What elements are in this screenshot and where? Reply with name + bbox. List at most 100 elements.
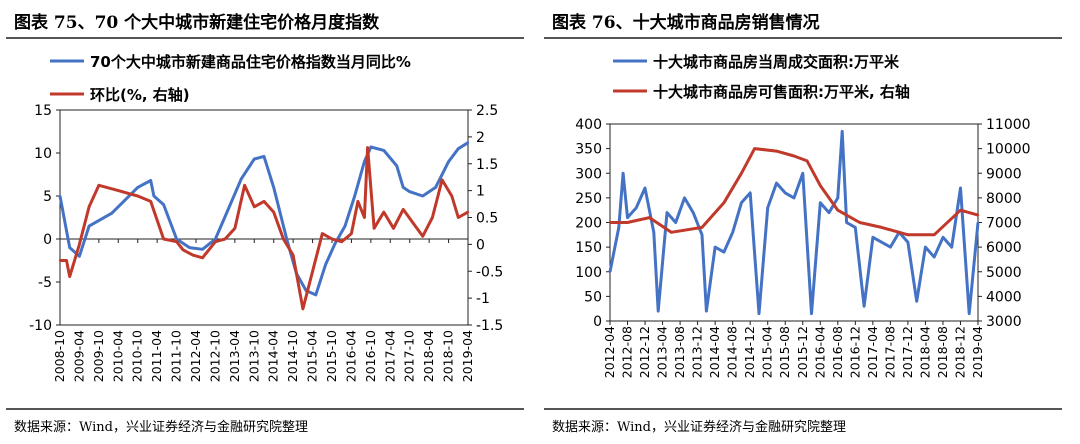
series-2-point xyxy=(411,221,415,225)
series-1-point xyxy=(408,190,411,193)
series-1-point xyxy=(123,199,127,202)
series-2-point xyxy=(340,240,343,243)
y-right-tick-label: 7000 xyxy=(986,216,1022,232)
series-1-point xyxy=(272,186,275,189)
series-2-point xyxy=(175,240,178,243)
series-1-point xyxy=(136,186,139,189)
y-right-tick-label: 0.5 xyxy=(476,211,498,227)
y-right-tick-label: 3000 xyxy=(986,314,1022,330)
series-1-point xyxy=(757,312,761,315)
x-tick-label: 2013-08 xyxy=(672,326,687,378)
series-2-point xyxy=(792,154,796,158)
legend-label-1: 十大城市商品房当周成交面积:万平米 xyxy=(653,53,900,71)
series-1-point xyxy=(395,164,398,168)
series-1-point xyxy=(617,226,620,229)
series-1-point xyxy=(784,191,787,195)
x-tick-label: 2015-04 xyxy=(305,330,320,382)
x-tick-label: 2010-04 xyxy=(110,330,125,382)
y-left-tick-label: 400 xyxy=(575,117,602,133)
series-1-point xyxy=(700,233,704,236)
series-2-point xyxy=(805,159,809,163)
series-2-point xyxy=(321,232,324,235)
x-tick-label: 2010-10 xyxy=(130,330,145,382)
series-1-point xyxy=(324,263,327,266)
x-tick-label: 2008-10 xyxy=(52,330,67,382)
left-source-divider xyxy=(6,408,524,410)
series-2-point xyxy=(976,213,980,217)
series-2-point xyxy=(858,221,861,224)
right-source-divider xyxy=(544,408,1062,410)
x-tick-label: 2012-10 xyxy=(207,330,222,382)
y-left-tick-label: 250 xyxy=(575,191,602,207)
y-right-tick-label: 10000 xyxy=(986,142,1031,158)
x-tick-label: 2015-12 xyxy=(795,326,810,378)
series-1-point xyxy=(78,255,81,258)
series-1-point xyxy=(933,255,936,259)
series-2-point xyxy=(136,194,139,198)
series-1-point xyxy=(976,221,980,224)
y-left-tick-label: -10 xyxy=(29,318,52,334)
series-1-point xyxy=(740,201,743,204)
series-1-point xyxy=(880,241,883,244)
series-2-point xyxy=(201,256,204,259)
series-2-point xyxy=(819,184,822,187)
series-2-point xyxy=(291,253,295,257)
series-1-point xyxy=(862,305,866,308)
series-1-point xyxy=(343,224,347,228)
series-line-1 xyxy=(608,129,980,316)
x-tick-label: 2016-08 xyxy=(830,326,845,378)
series-1-point xyxy=(152,194,156,198)
series-1-point xyxy=(836,196,839,200)
series-1-point xyxy=(683,196,686,200)
series-1-point xyxy=(58,194,62,198)
series-1-point xyxy=(334,242,337,245)
series-1-point xyxy=(363,160,366,163)
series-1-point xyxy=(731,231,734,234)
series-2-point xyxy=(421,235,424,238)
series-1-point xyxy=(240,177,243,180)
y-right-tick-label: 6000 xyxy=(986,240,1022,256)
x-tick-label: 2018-04 xyxy=(421,330,436,382)
x-tick-label: 2019-04 xyxy=(970,326,985,378)
y-left-tick-label: 200 xyxy=(575,216,602,232)
x-tick-label: 2018-10 xyxy=(441,330,456,382)
series-1-point xyxy=(162,203,165,206)
series-2-point xyxy=(87,205,91,208)
series-2-point xyxy=(58,259,62,262)
series-1-point xyxy=(906,241,910,244)
right-chart-panel: 图表 76、十大城市商品房销售情况 十大城市商品房当周成交面积:万平米 十大城市商… xyxy=(538,0,1068,444)
series-1-point xyxy=(608,270,612,273)
series-1-point xyxy=(924,245,927,249)
y-right-tick-label: 1 xyxy=(476,184,485,200)
series-1-point xyxy=(402,186,405,189)
series-2-point xyxy=(372,227,376,230)
series-2-point xyxy=(162,237,165,241)
series-1-point xyxy=(766,206,769,209)
series-2-point xyxy=(149,200,152,203)
series-1-point xyxy=(871,236,875,239)
x-tick-label: 2012-08 xyxy=(620,326,635,378)
x-tick-label: 2014-10 xyxy=(285,330,300,382)
y-left-tick-label: 10 xyxy=(34,146,52,162)
series-2-point xyxy=(191,253,194,257)
series-1-point xyxy=(968,312,971,315)
series-1-point xyxy=(665,211,669,214)
series-1-point xyxy=(621,172,625,175)
series-1-point xyxy=(149,179,152,182)
y-right-tick-label: -0.5 xyxy=(476,264,503,280)
y-right-tick-label: 1.5 xyxy=(476,157,498,173)
series-2-point xyxy=(670,231,673,234)
legend-label-2: 十大城市商品房可售面积:万平米, 右轴 xyxy=(653,83,910,101)
x-tick-label: 2013-10 xyxy=(246,330,261,382)
left-chart-title: 图表 75、70 个大中城市新建住宅价格月度指数 xyxy=(14,13,380,33)
x-tick-label: 2017-04 xyxy=(382,330,397,382)
series-2-point xyxy=(68,275,71,278)
series-1-point xyxy=(941,236,945,239)
series-1-point xyxy=(262,155,266,158)
series-2-point xyxy=(648,216,651,219)
series-1-point xyxy=(421,194,424,198)
series-1-point xyxy=(201,248,204,251)
series-1-point xyxy=(227,207,230,211)
series-2-point xyxy=(366,146,369,149)
series-2-point xyxy=(214,240,217,243)
